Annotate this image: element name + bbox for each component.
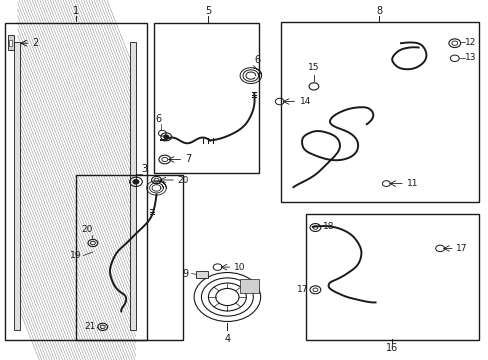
Text: 9: 9: [182, 269, 188, 279]
Text: 13: 13: [464, 53, 475, 62]
Bar: [195, 271, 207, 278]
Text: 19: 19: [70, 251, 81, 260]
Text: 1: 1: [73, 6, 79, 16]
Text: 16: 16: [385, 343, 398, 353]
Bar: [129, 42, 136, 330]
Text: 6: 6: [254, 55, 260, 65]
Text: 3: 3: [142, 163, 148, 174]
Text: 17: 17: [455, 244, 467, 253]
Bar: [239, 279, 259, 293]
Text: 20: 20: [81, 225, 93, 234]
Text: 7: 7: [184, 154, 191, 165]
Bar: [5, 23, 146, 340]
Text: 18: 18: [322, 222, 334, 231]
Bar: [9, 40, 12, 46]
Bar: [8, 35, 14, 50]
Bar: [154, 23, 259, 173]
Text: 8: 8: [375, 6, 381, 16]
Bar: [14, 42, 20, 330]
Circle shape: [163, 135, 168, 139]
Text: 20: 20: [177, 176, 188, 185]
Bar: [305, 214, 478, 340]
Text: 6: 6: [156, 114, 162, 124]
Circle shape: [133, 180, 139, 184]
Text: 15: 15: [307, 63, 319, 72]
Text: 4: 4: [224, 334, 230, 344]
Text: 11: 11: [406, 179, 418, 188]
Text: 12: 12: [464, 38, 475, 47]
Text: 17: 17: [296, 285, 307, 294]
Text: 10: 10: [233, 263, 245, 272]
Text: 14: 14: [299, 97, 310, 106]
Text: 21: 21: [84, 323, 95, 331]
Bar: [76, 175, 183, 340]
Text: 5: 5: [204, 6, 210, 16]
Bar: [281, 22, 478, 202]
Text: 2: 2: [32, 38, 38, 48]
